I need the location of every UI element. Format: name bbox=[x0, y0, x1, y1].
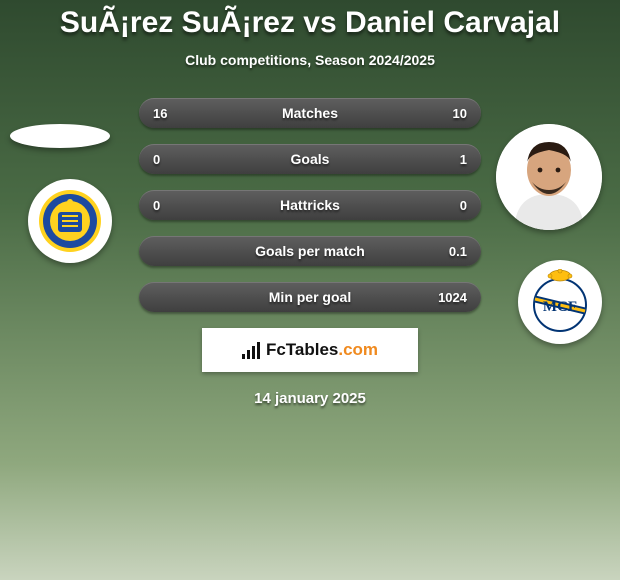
crest-left-svg bbox=[37, 188, 103, 254]
brand-bars-icon bbox=[242, 341, 260, 359]
stat-left-value: 16 bbox=[153, 106, 167, 121]
brand-badge: FcTables.com bbox=[202, 328, 418, 372]
stat-row: Goals per match0.1 bbox=[139, 236, 481, 266]
stat-label: Matches bbox=[139, 105, 481, 121]
svg-text:MCF: MCF bbox=[543, 299, 577, 315]
page-title: SuÃ¡rez SuÃ¡rez vs Daniel Carvajal bbox=[0, 0, 620, 40]
stat-row: Min per goal1024 bbox=[139, 282, 481, 312]
page-subtitle: Club competitions, Season 2024/2025 bbox=[0, 52, 620, 68]
stat-row: 16Matches10 bbox=[139, 98, 481, 128]
stat-label: Goals per match bbox=[139, 243, 481, 259]
stat-row: 0Goals1 bbox=[139, 144, 481, 174]
stat-right-value: 1024 bbox=[438, 290, 467, 305]
stat-left-value: 0 bbox=[153, 198, 160, 213]
stat-right-value: 1 bbox=[460, 152, 467, 167]
stat-left-value: 0 bbox=[153, 152, 160, 167]
stat-label: Hattricks bbox=[139, 197, 481, 213]
crest-right-svg: MCF bbox=[527, 269, 593, 335]
date-text: 14 january 2025 bbox=[0, 390, 620, 407]
player-left-avatar bbox=[10, 124, 110, 148]
stat-row: 0Hattricks0 bbox=[139, 190, 481, 220]
player-right-avatar-img bbox=[496, 124, 602, 230]
stat-label: Goals bbox=[139, 151, 481, 167]
brand-text: FcTables.com bbox=[266, 340, 378, 360]
stat-right-value: 0 bbox=[460, 198, 467, 213]
stat-right-value: 10 bbox=[453, 106, 467, 121]
stat-right-value: 0.1 bbox=[449, 244, 467, 259]
crest-left bbox=[28, 179, 112, 263]
player-right-avatar bbox=[496, 124, 602, 230]
stat-label: Min per goal bbox=[139, 289, 481, 305]
crest-right: MCF bbox=[518, 260, 602, 344]
